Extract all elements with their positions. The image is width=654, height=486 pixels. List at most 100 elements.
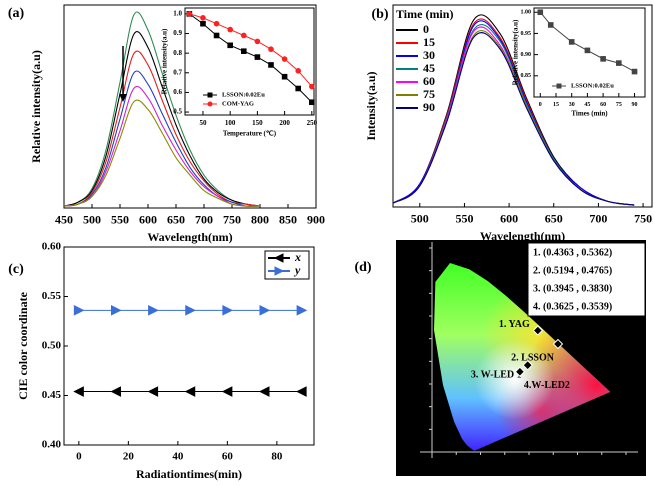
x-axis-label: Radiationtimes(min) (136, 467, 242, 481)
marker (631, 68, 638, 75)
marker (185, 305, 196, 316)
marker (600, 56, 606, 62)
marker (273, 253, 284, 263)
legend-label: x (294, 250, 301, 264)
marker (296, 386, 307, 397)
x-tick-label: 0.1 (452, 456, 461, 464)
marker (268, 62, 274, 68)
marker (584, 47, 591, 54)
x-axis-label: Times (min) (571, 110, 608, 118)
x-tick-label: 900 (307, 213, 325, 227)
marker (73, 305, 85, 316)
x-tick-label: 750 (223, 213, 241, 227)
marker (532, 325, 544, 336)
coordinate-label: 3. (0.3945 , 0.3830) (533, 283, 612, 294)
marker (281, 73, 288, 80)
y-tick-label: 0.4 (418, 357, 427, 365)
marker (254, 54, 261, 60)
x-tick-label: 30 (569, 102, 575, 108)
x-tick-label: 850 (279, 213, 297, 227)
marker (186, 11, 193, 17)
marker (616, 60, 622, 66)
marker (556, 83, 562, 89)
x-tick-label: 50 (199, 119, 207, 127)
marker (213, 20, 220, 27)
y-tick-label: 0.3 (418, 380, 427, 388)
x-tick-label: 0.6 (573, 456, 582, 464)
marker (240, 32, 247, 39)
trend-arrowhead (119, 94, 127, 102)
marker (537, 9, 544, 16)
x-tick-label: 600 (139, 213, 157, 227)
marker (258, 386, 270, 397)
coordinate-label: 4. (0.3625 , 0.3539) (533, 301, 612, 312)
marker (110, 305, 122, 316)
x-tick-label: 250 (307, 119, 318, 127)
y-axis-label: CIE color coordinate (16, 291, 30, 399)
x-tick-label: 80 (271, 450, 283, 462)
legend-label: 60 (423, 74, 435, 88)
marker (240, 48, 247, 54)
y-tick-label: 0.6 (173, 88, 182, 96)
x-tick-label: 550 (455, 212, 473, 226)
marker (184, 386, 196, 397)
legend-label: 15 (423, 35, 435, 49)
y-tick-label: 0.9 (418, 244, 427, 252)
y-tick-label: 0.95 (521, 31, 532, 37)
legend-label: LSSON:0.02Eu (222, 91, 265, 98)
y-tick-label: 0.45 (42, 389, 62, 401)
legend-title: Time (min) (396, 7, 453, 21)
x-tick-label: 0.4 (525, 456, 534, 464)
marker (200, 20, 206, 27)
y-tick-label: 0.7 (418, 289, 427, 297)
x-tick-label: 60 (222, 450, 234, 462)
legend-label: COM-YAG (222, 100, 254, 107)
x-tick-label: 0.7 (597, 456, 606, 464)
marker (227, 42, 233, 49)
y-tick-label: 0.1 (418, 425, 427, 433)
x-tick-label: 200 (279, 119, 290, 127)
legend-label: LSSON:0.02Eu (571, 82, 614, 89)
x-tick-label: 500 (411, 212, 429, 226)
legend-label: y (293, 263, 301, 277)
y-tick-label: 0.40 (42, 439, 62, 451)
x-tick-label: 15 (553, 102, 559, 108)
marker (522, 359, 533, 371)
y-tick-label: 0.90 (521, 52, 532, 58)
x-tick-label: 0.3 (500, 456, 509, 464)
marker (568, 39, 575, 45)
y-tick-label: 0.60 (42, 241, 62, 253)
panel-label: (b) (371, 7, 388, 22)
x-tick-label: 450 (55, 213, 73, 227)
y-tick-label: 0.6 (418, 312, 427, 320)
panel-label: (c) (8, 262, 24, 277)
marker (268, 46, 274, 53)
x-tick-label: 750 (634, 212, 652, 226)
y-tick-label: 1.0 (173, 9, 182, 17)
marker (110, 386, 121, 397)
y-tick-label: 0.5 (173, 108, 182, 116)
point-label: 1. YAG (499, 319, 530, 330)
marker (295, 68, 302, 74)
marker (222, 305, 233, 316)
marker (213, 32, 220, 39)
x-tick-label: 700 (195, 213, 213, 227)
legend-label: 75 (423, 87, 435, 101)
series-line (64, 31, 261, 207)
x-axis-label: Wavelength(nm) (480, 229, 565, 243)
point-label: 2. LSSON (511, 352, 555, 363)
x-axis-label: Wavelength(nm) (147, 230, 232, 244)
legend-label: 90 (423, 100, 435, 114)
y-axis-label: Relative intensity(a.u) (161, 28, 169, 94)
legend-label: 45 (423, 61, 435, 75)
x-tick-label: 0.2 (476, 456, 485, 464)
y-tick-label: 0.50 (42, 340, 62, 352)
x-tick-label: 100 (225, 119, 236, 127)
marker (309, 83, 315, 90)
plot-frame (63, 246, 315, 446)
coordinate-label: 2. (0.5194 , 0.4765) (533, 265, 612, 276)
y-tick-label: 0.5 (418, 334, 427, 342)
marker (254, 38, 261, 45)
y-tick-label: 0.9 (173, 29, 182, 37)
y-axis-label: Intensity(a.u) (364, 71, 378, 140)
